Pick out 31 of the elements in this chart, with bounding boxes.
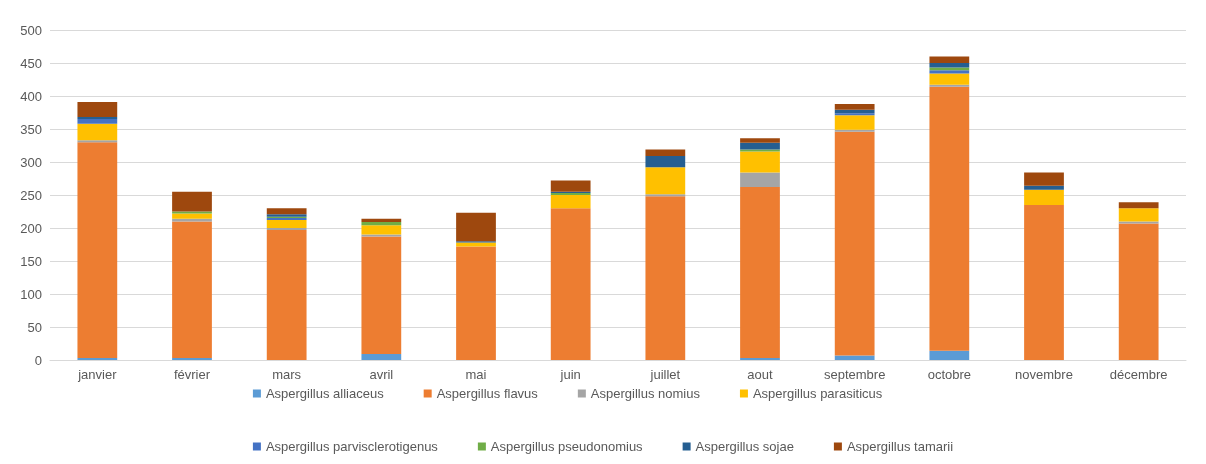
y-tick-label: 400 (20, 88, 42, 104)
x-tick-label: juin (559, 367, 581, 382)
y-tick-label: 150 (20, 253, 42, 269)
legend-label: Aspergillus flavus (436, 386, 539, 401)
y-tick-label: 450 (20, 55, 42, 71)
x-tick-label: juillet (649, 367, 681, 382)
y-tick-label: 50 (27, 319, 42, 335)
x-tick-label: septembre (823, 367, 886, 382)
x-tick-label: mai (465, 367, 487, 382)
legend-label: Aspergillus alliaceus (265, 386, 385, 401)
y-tick-label: 0 (34, 352, 42, 368)
legend-label: Aspergillus parvisclerotigenus (265, 439, 439, 454)
legend-label: Aspergillus tamarii (846, 439, 954, 454)
y-tick-label: 500 (20, 22, 42, 38)
x-tick-label: octobre (927, 367, 972, 382)
x-tick-label: mars (272, 367, 302, 382)
x-tick-label: avril (369, 367, 394, 382)
legend-label: Aspergillus nomius (590, 386, 701, 401)
x-tick-label: décembre (1109, 367, 1168, 382)
y-tick-label: 200 (20, 220, 42, 236)
y-tick-label: 350 (20, 121, 42, 137)
x-tick-label: janvier (77, 367, 118, 382)
x-tick-label: novembre (1015, 367, 1073, 382)
legend-label: Aspergillus parasiticus (752, 386, 883, 401)
x-tick-label: février (173, 367, 211, 382)
x-tick-label: aout (747, 367, 774, 382)
legend-label: Aspergillus pseudonomius (490, 439, 644, 454)
legend-label: Aspergillus sojae (695, 439, 794, 454)
y-tick-label: 250 (20, 187, 42, 203)
y-tick-label: 100 (20, 286, 42, 302)
y-tick-label: 300 (20, 154, 42, 170)
